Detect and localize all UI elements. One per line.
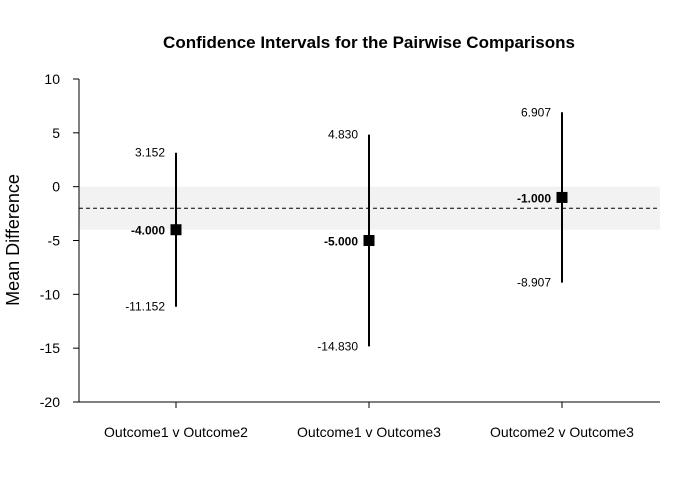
chart-title: Confidence Intervals for the Pairwise Co… [163, 33, 575, 52]
y-tick-label: -5 [48, 233, 61, 249]
estimate-marker [556, 191, 568, 203]
x-category-label: Outcome1 v Outcome2 [104, 424, 248, 440]
estimate-label: -4.000 [131, 224, 165, 238]
upper-bound-label: 6.907 [521, 105, 551, 119]
lower-bound-label: -14.830 [317, 339, 358, 353]
estimate-label: -1.000 [517, 191, 551, 205]
estimate-marker [170, 224, 182, 236]
y-tick-label: -15 [40, 340, 60, 356]
plot-area: -20 -15 -10 -5 0 5 10 Outcome1 v Outcome2 Outcom… [40, 71, 660, 440]
x-category-label: Outcome2 v Outcome3 [490, 424, 634, 440]
y-tick-label: -20 [40, 394, 60, 410]
lower-bound-label: -8.907 [517, 276, 551, 290]
y-tick-label: 0 [52, 179, 60, 195]
y-tick-label: 5 [52, 125, 60, 141]
y-tick-label: 10 [44, 71, 60, 87]
upper-bound-label: 4.830 [328, 128, 358, 142]
lower-bound-label: -11.152 [125, 300, 165, 314]
estimate-label: -5.000 [324, 235, 358, 249]
y-tick-label: -10 [40, 286, 60, 302]
x-category-label: Outcome1 v Outcome3 [297, 424, 441, 440]
y-axis-label: Mean Difference [3, 174, 23, 306]
estimate-marker [363, 235, 375, 246]
upper-bound-label: 3.152 [135, 146, 165, 160]
